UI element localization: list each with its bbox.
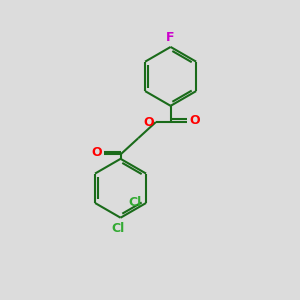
Text: O: O [143, 116, 154, 128]
Text: O: O [189, 114, 200, 127]
Text: Cl: Cl [111, 222, 124, 235]
Text: O: O [92, 146, 102, 159]
Text: Cl: Cl [128, 196, 142, 209]
Text: F: F [167, 31, 175, 44]
